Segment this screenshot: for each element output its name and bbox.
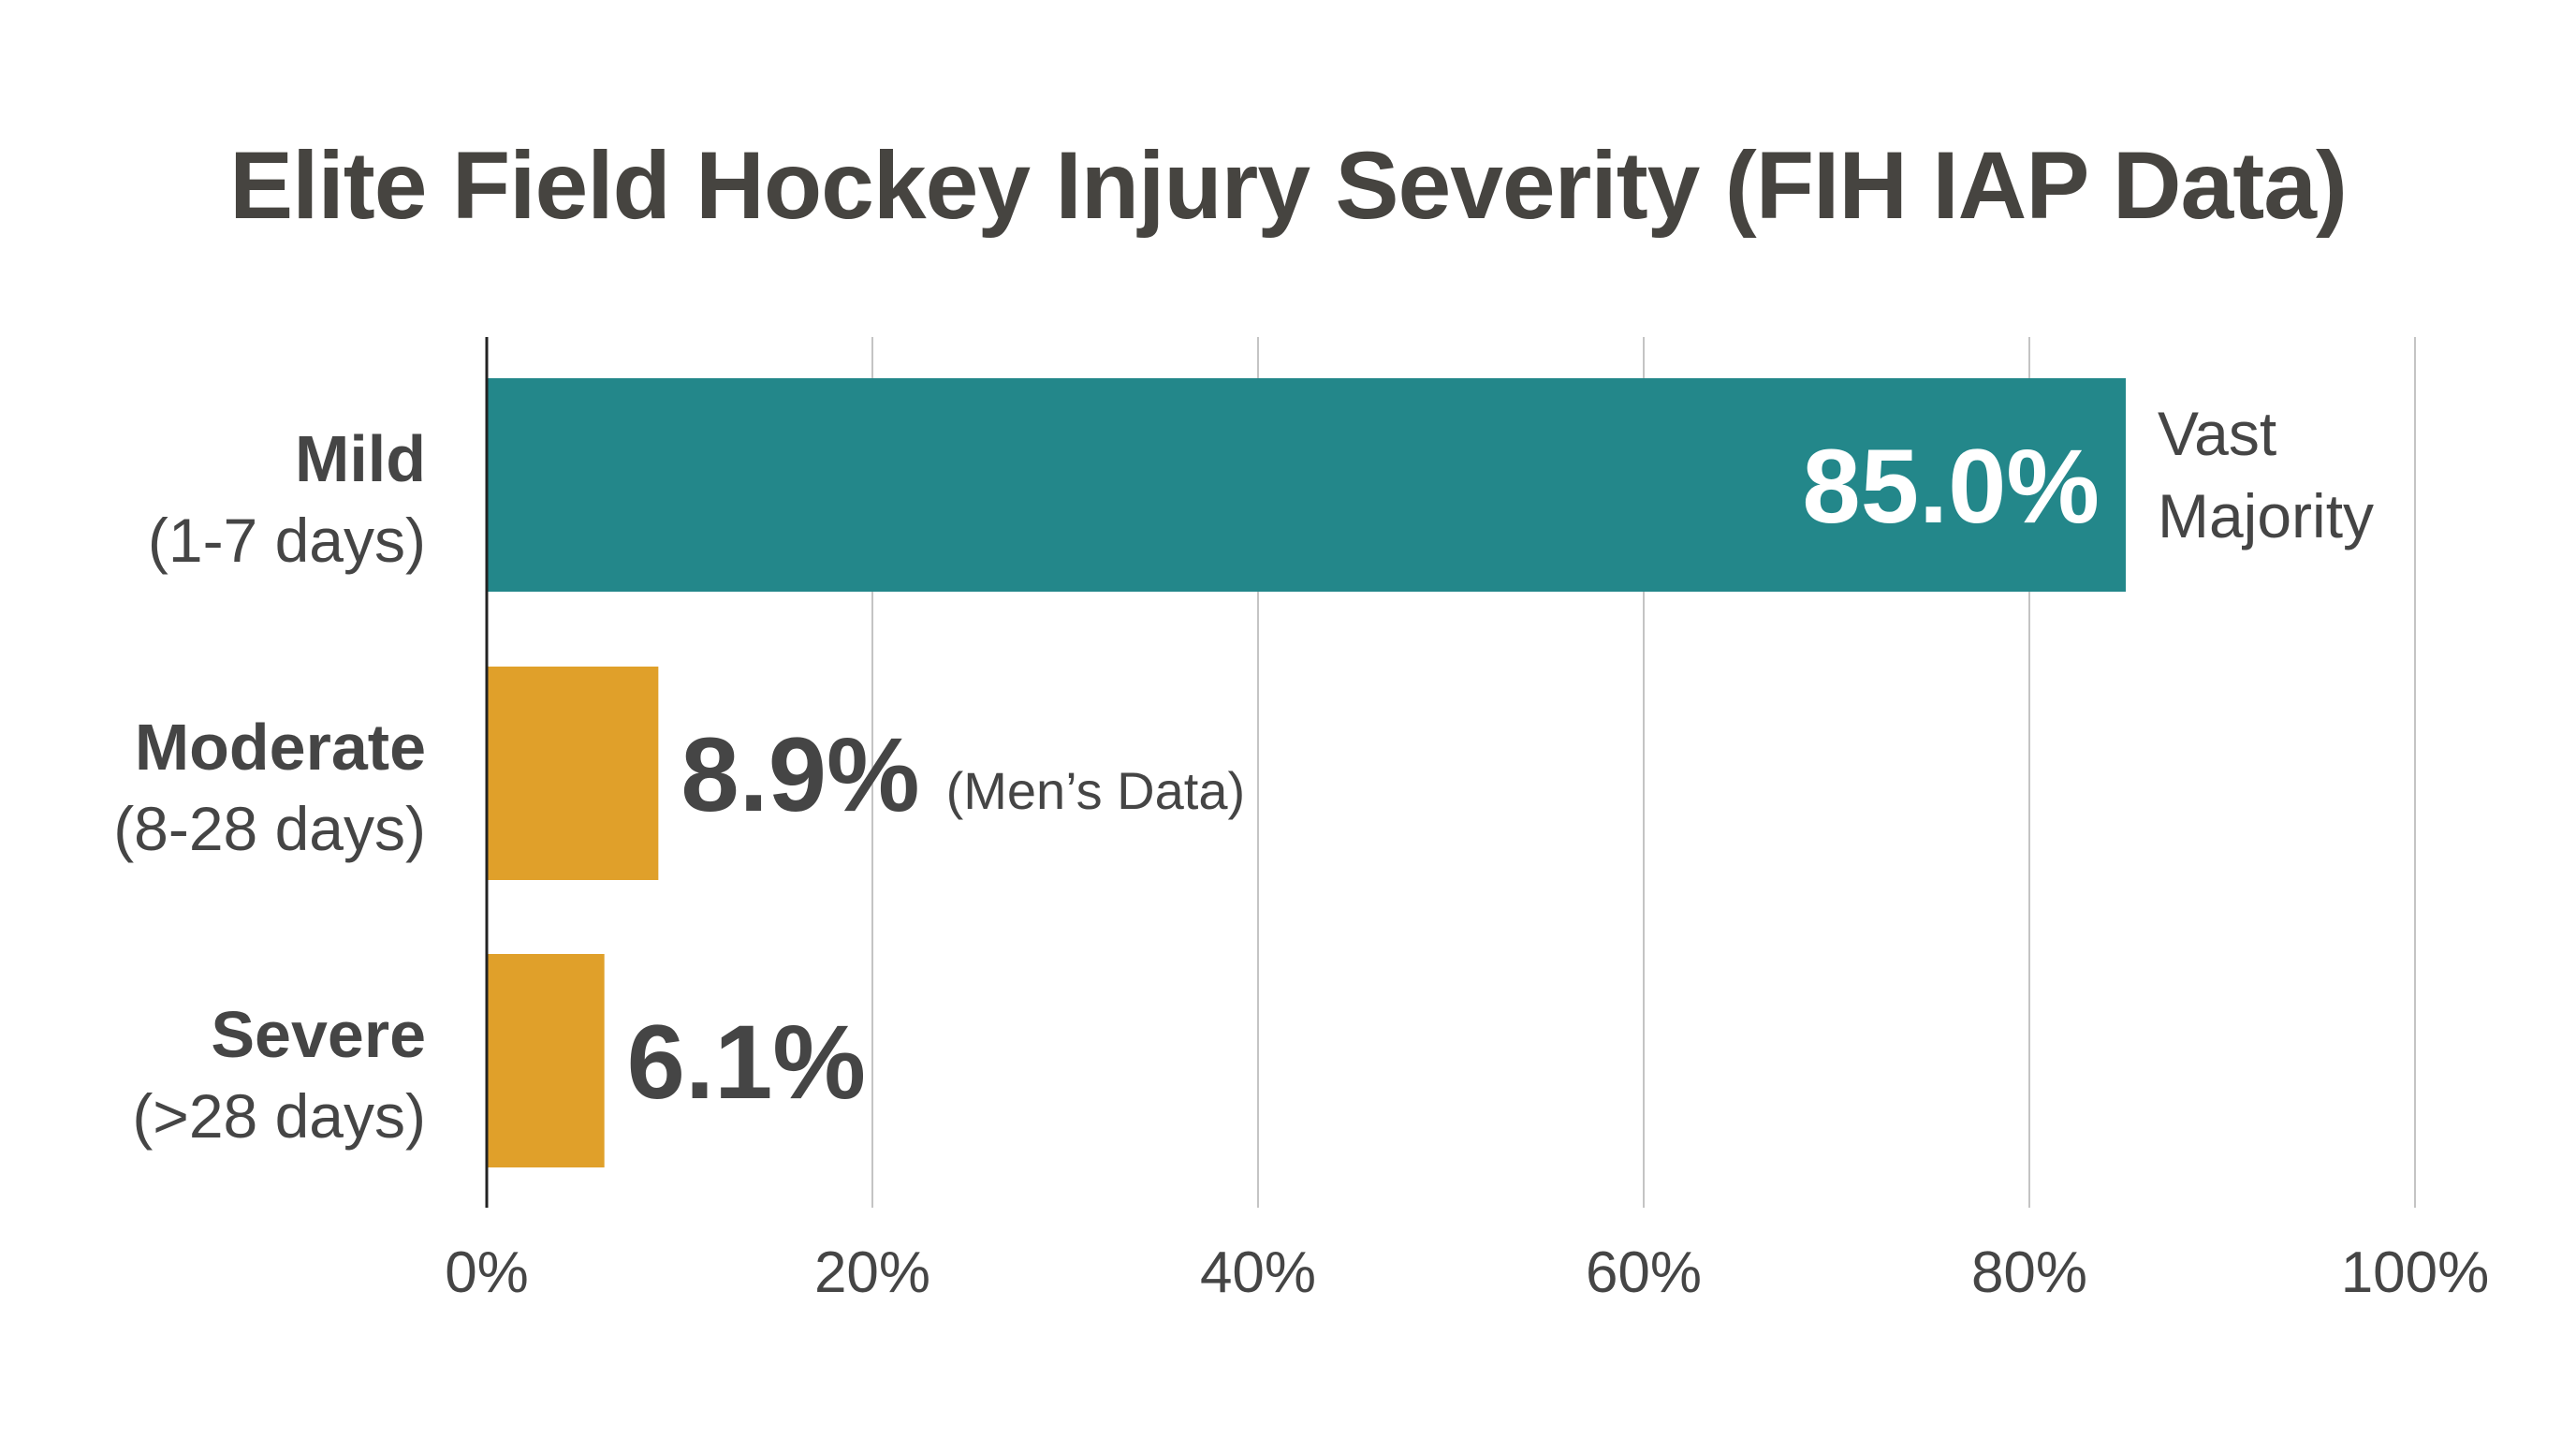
category-sublabel-moderate: (8-28 days) [113,794,426,863]
value-label-moderate: 8.9% [681,716,919,833]
bar-moderate [487,667,659,880]
value-label-severe: 6.1% [627,1004,866,1121]
bar-mild [487,378,2126,592]
annotation-mild-1: Majority [2158,481,2374,550]
x-tick-label-100: 100% [2341,1240,2490,1305]
value-label-mild: 85.0% [1802,428,2100,545]
bar-severe [487,954,605,1167]
x-tick-label-60: 60% [1586,1240,1702,1305]
x-tick-label-0: 0% [445,1240,529,1305]
category-sublabel-severe: (>28 days) [132,1081,426,1151]
category-label-mild: Mild [295,422,426,495]
category-label-moderate: Moderate [135,711,426,784]
x-tick-label-20: 20% [814,1240,930,1305]
chart-title: Elite Field Hockey Injury Severity (FIH … [229,132,2348,239]
x-tick-label-40: 40% [1200,1240,1316,1305]
category-label-severe: Severe [211,998,426,1071]
x-tick-label-80: 80% [1971,1240,2087,1305]
annotation-mild-0: Vast [2158,399,2276,468]
annotation-moderate: (Men’s Data) [946,761,1246,820]
category-sublabel-mild: (1-7 days) [148,506,426,575]
